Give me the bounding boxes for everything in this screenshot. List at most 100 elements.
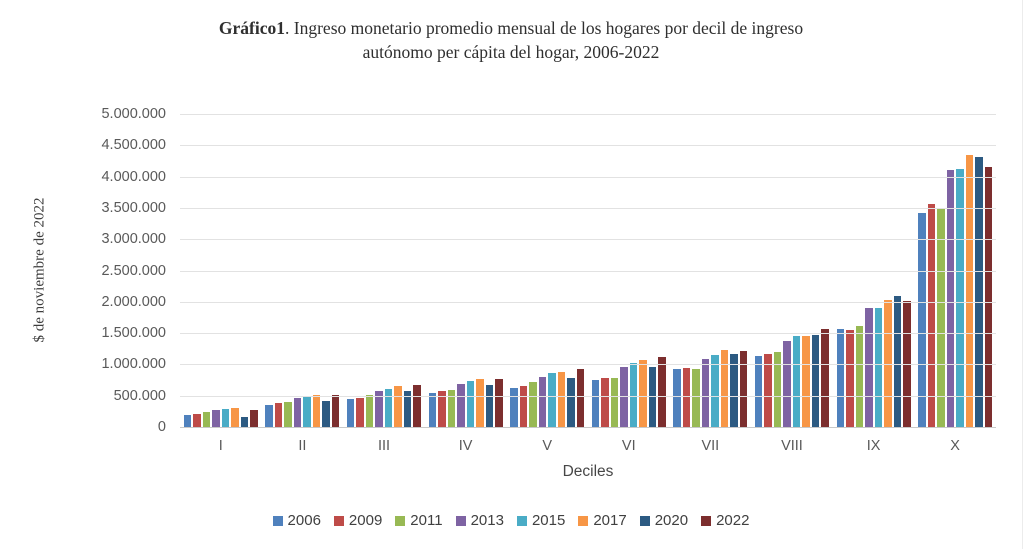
- gridline: [180, 114, 996, 115]
- legend-label: 2015: [531, 512, 566, 529]
- bar-2020-decile-I: [240, 417, 249, 427]
- legend-label: 2013: [470, 512, 504, 529]
- bar-2020-decile-IX: [893, 296, 902, 427]
- bar-2013-decile-VI: [620, 367, 628, 427]
- legend-item-2017: 2017: [578, 512, 627, 529]
- y-axis-tick-label: 1.000.000: [101, 356, 166, 373]
- legend-item-2011: 2011: [395, 512, 443, 529]
- bar-2017-decile-III: [394, 386, 402, 427]
- y-axis-tick-label: 5.000.000: [101, 106, 166, 122]
- bar-2006-decile-VIII: [754, 356, 763, 427]
- bar-group-decile-III: [343, 114, 425, 427]
- bar-2013-decile-X: [946, 170, 955, 427]
- bar-2022-decile-III: [413, 385, 421, 427]
- bar-2006-decile-III: [346, 398, 355, 427]
- gridline: [180, 270, 996, 272]
- x-axis-title: Deciles: [562, 463, 614, 480]
- bar-2009-decile-I: [193, 414, 201, 427]
- bar-2011-decile-X: [937, 207, 945, 427]
- bar-2009-decile-IV: [438, 391, 446, 427]
- bar-2011-decile-VII: [692, 369, 700, 427]
- y-axis-tick-label: 4.000.000: [101, 168, 166, 185]
- y-axis-tick-label: 2.500.000: [101, 262, 166, 279]
- gridline: [180, 176, 996, 178]
- gridline: [180, 301, 996, 303]
- y-axis-tick-label: 3.000.000: [101, 231, 166, 248]
- bar-2011-decile-IX: [855, 326, 864, 427]
- bar-2017-decile-X: [965, 154, 974, 427]
- legend-swatch-icon: [272, 515, 283, 526]
- bar-2022-decile-VIII: [821, 328, 829, 427]
- bar-2020-decile-X: [975, 157, 983, 427]
- bar-group-decile-VII: [670, 114, 752, 427]
- chart-title-line1: Gráfico1. Ingreso monetario promedio men…: [219, 18, 803, 38]
- bar-2013-decile-I: [212, 409, 220, 427]
- bar-2022-decile-II: [331, 394, 340, 427]
- legend-item-2013: 2013: [455, 512, 504, 529]
- bar-2015-decile-VI: [629, 362, 638, 427]
- bar-2013-decile-IV: [457, 383, 465, 427]
- bar-2011-decile-II: [284, 402, 292, 427]
- bar-2017-decile-V: [557, 371, 566, 427]
- bar-2015-decile-V: [548, 372, 556, 427]
- gridline: [180, 145, 996, 147]
- bar-2017-decile-VI: [639, 360, 647, 427]
- bar-2017-decile-I: [231, 408, 239, 427]
- plot-area: [180, 114, 996, 428]
- x-axis-label-IX: IX: [866, 438, 881, 454]
- bar-2022-decile-IX: [903, 301, 911, 427]
- x-axis-label-VI: VI: [621, 438, 636, 454]
- bar-2015-decile-VII: [711, 355, 719, 427]
- y-axis-tick-label: 2.000.000: [101, 293, 166, 310]
- bar-2009-decile-X: [927, 204, 936, 427]
- bar-2020-decile-VI: [648, 366, 657, 427]
- bar-group-decile-X: [914, 114, 996, 427]
- x-axis-label-I: I: [218, 438, 223, 454]
- bar-2015-decile-X: [956, 169, 964, 427]
- bar-2009-decile-VIII: [764, 354, 772, 427]
- x-axis-label-V: V: [542, 438, 552, 454]
- bar-2020-decile-VIII: [811, 335, 820, 427]
- bar-2011-decile-VIII: [773, 351, 782, 427]
- bar-2015-decile-IX: [874, 308, 883, 427]
- legend-swatch-icon: [516, 515, 527, 526]
- bar-2022-decile-IV: [495, 378, 503, 427]
- bar-2020-decile-IV: [485, 385, 494, 427]
- gridline: [180, 207, 996, 209]
- bar-2013-decile-II: [293, 398, 302, 427]
- x-axis-label-VII: VII: [701, 438, 720, 454]
- bar-group-decile-IV: [425, 114, 507, 427]
- legend-swatch-icon: [395, 515, 406, 526]
- bar-2006-decile-V: [510, 388, 518, 427]
- bar-2009-decile-VI: [601, 377, 609, 427]
- y-axis-tick-label: 500.000: [113, 387, 166, 404]
- gridline: [180, 239, 996, 241]
- bar-2013-decile-V: [538, 376, 547, 427]
- bar-2015-decile-VIII: [792, 335, 801, 427]
- bar-2017-decile-IX: [884, 299, 892, 427]
- x-axis-label-II: II: [298, 438, 307, 454]
- chart-title-line1-rest: . Ingreso monetario promedio mensual de …: [285, 18, 804, 38]
- legend-item-2015: 2015: [516, 512, 566, 529]
- bar-2013-decile-III: [375, 390, 383, 427]
- bar-2013-decile-IX: [865, 308, 873, 427]
- bar-2006-decile-X: [918, 212, 926, 427]
- bar-2011-decile-III: [365, 394, 374, 427]
- x-axis-label-VIII: VIII: [781, 438, 803, 454]
- bar-2006-decile-VII: [673, 369, 681, 427]
- y-axis-tick-label: 0: [157, 419, 166, 435]
- chart-title-line2: autónomo per cápita del hogar, 2006-2022: [362, 42, 660, 62]
- legend-item-2009: 2009: [333, 512, 383, 529]
- bar-2017-decile-II: [312, 395, 321, 427]
- bar-2006-decile-I: [183, 415, 192, 427]
- bar-2011-decile-VI: [610, 377, 619, 427]
- bar-2015-decile-III: [384, 388, 393, 427]
- gridline: [180, 364, 996, 366]
- x-axis-label-X: X: [950, 438, 960, 454]
- legend-swatch-icon: [701, 515, 712, 526]
- x-axis-tick-labels: I II III IV V VI VII VIII IX X: [180, 438, 996, 454]
- legend-label: 2017: [593, 512, 627, 529]
- legend-label: 2009: [348, 512, 383, 529]
- bar-2022-decile-V: [576, 368, 585, 427]
